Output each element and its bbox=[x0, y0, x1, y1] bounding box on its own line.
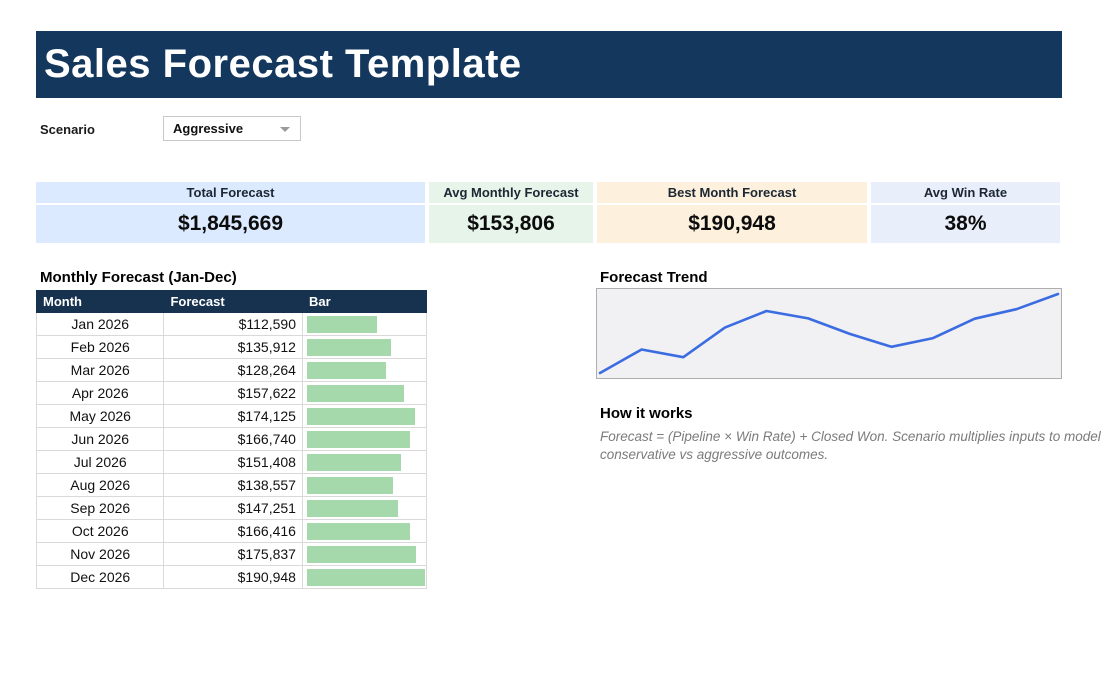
table-row: May 2026$174,125 bbox=[37, 405, 427, 428]
forecast-bar bbox=[307, 316, 377, 333]
month-cell: Apr 2026 bbox=[37, 382, 164, 405]
forecast-cell: $166,416 bbox=[164, 520, 303, 543]
how-it-works-text: Forecast = (Pipeline × Win Rate) + Close… bbox=[600, 428, 1101, 464]
kpi-card-total-forecast: Total Forecast $1,845,669 bbox=[36, 182, 425, 243]
table-row: Dec 2026$190,948 bbox=[37, 566, 427, 589]
table-row: Jun 2026$166,740 bbox=[37, 428, 427, 451]
table-row: Jul 2026$151,408 bbox=[37, 451, 427, 474]
forecast-bar bbox=[307, 339, 391, 356]
month-cell: Sep 2026 bbox=[37, 497, 164, 520]
monthly-forecast-table: Month Forecast Bar Jan 2026$112,590Feb 2… bbox=[36, 290, 427, 589]
table-row: Sep 2026$147,251 bbox=[37, 497, 427, 520]
kpi-row: Total Forecast $1,845,669 Avg Monthly Fo… bbox=[36, 182, 1062, 243]
table-row: Nov 2026$175,837 bbox=[37, 543, 427, 566]
kpi-value: 38% bbox=[871, 205, 1060, 243]
forecast-cell: $151,408 bbox=[164, 451, 303, 474]
table-row: Jan 2026$112,590 bbox=[37, 313, 427, 336]
kpi-label: Avg Monthly Forecast bbox=[429, 182, 593, 205]
forecast-bar bbox=[307, 500, 398, 517]
bar-cell bbox=[302, 313, 426, 336]
forecast-cell: $190,948 bbox=[164, 566, 303, 589]
month-cell: Feb 2026 bbox=[37, 336, 164, 359]
bar-cell bbox=[302, 382, 426, 405]
forecast-bar bbox=[307, 477, 393, 494]
forecast-cell: $157,622 bbox=[164, 382, 303, 405]
forecast-cell: $166,740 bbox=[164, 428, 303, 451]
table-row: Oct 2026$166,416 bbox=[37, 520, 427, 543]
column-header-month: Month bbox=[37, 291, 164, 313]
forecast-bar bbox=[307, 523, 410, 540]
forecast-bar bbox=[307, 546, 416, 563]
column-header-forecast: Forecast bbox=[164, 291, 303, 313]
kpi-label: Best Month Forecast bbox=[597, 182, 867, 205]
month-cell: Nov 2026 bbox=[37, 543, 164, 566]
forecast-trend-chart bbox=[596, 288, 1062, 379]
kpi-label: Avg Win Rate bbox=[871, 182, 1060, 205]
month-cell: Aug 2026 bbox=[37, 474, 164, 497]
bar-cell bbox=[302, 359, 426, 382]
kpi-value: $153,806 bbox=[429, 205, 593, 243]
scenario-selected-value: Aggressive bbox=[173, 121, 243, 136]
table-row: Aug 2026$138,557 bbox=[37, 474, 427, 497]
month-cell: Jan 2026 bbox=[37, 313, 164, 336]
kpi-value: $190,948 bbox=[597, 205, 867, 243]
table-row: Apr 2026$157,622 bbox=[37, 382, 427, 405]
chevron-down-icon bbox=[280, 127, 290, 132]
bar-cell bbox=[302, 405, 426, 428]
table-row: Feb 2026$135,912 bbox=[37, 336, 427, 359]
month-cell: Jul 2026 bbox=[37, 451, 164, 474]
month-cell: May 2026 bbox=[37, 405, 164, 428]
scenario-label: Scenario bbox=[40, 122, 95, 137]
bar-cell bbox=[302, 428, 426, 451]
month-cell: Jun 2026 bbox=[37, 428, 164, 451]
forecast-bar bbox=[307, 569, 425, 586]
forecast-cell: $147,251 bbox=[164, 497, 303, 520]
bar-cell bbox=[302, 497, 426, 520]
monthly-forecast-title: Monthly Forecast (Jan-Dec) bbox=[40, 269, 237, 286]
page-header-banner: Sales Forecast Template bbox=[36, 31, 1062, 98]
month-cell: Dec 2026 bbox=[37, 566, 164, 589]
forecast-trend-title: Forecast Trend bbox=[600, 269, 708, 286]
bar-cell bbox=[302, 336, 426, 359]
forecast-cell: $112,590 bbox=[164, 313, 303, 336]
table-row: Mar 2026$128,264 bbox=[37, 359, 427, 382]
kpi-card-best-month-forecast: Best Month Forecast $190,948 bbox=[597, 182, 867, 243]
forecast-cell: $174,125 bbox=[164, 405, 303, 428]
bar-cell bbox=[302, 474, 426, 497]
trend-line bbox=[600, 294, 1058, 373]
bar-cell bbox=[302, 451, 426, 474]
forecast-bar bbox=[307, 362, 386, 379]
month-cell: Oct 2026 bbox=[37, 520, 164, 543]
bar-cell bbox=[302, 520, 426, 543]
table-header-row: Month Forecast Bar bbox=[37, 291, 427, 313]
forecast-cell: $175,837 bbox=[164, 543, 303, 566]
scenario-dropdown[interactable]: Aggressive bbox=[163, 116, 301, 141]
kpi-card-avg-monthly-forecast: Avg Monthly Forecast $153,806 bbox=[429, 182, 593, 243]
forecast-cell: $138,557 bbox=[164, 474, 303, 497]
kpi-value: $1,845,669 bbox=[36, 205, 425, 243]
column-header-bar: Bar bbox=[302, 291, 426, 313]
forecast-bar bbox=[307, 385, 404, 402]
kpi-card-avg-win-rate: Avg Win Rate 38% bbox=[871, 182, 1060, 243]
forecast-cell: $135,912 bbox=[164, 336, 303, 359]
bar-cell bbox=[302, 543, 426, 566]
forecast-bar bbox=[307, 454, 401, 471]
forecast-cell: $128,264 bbox=[164, 359, 303, 382]
page-title: Sales Forecast Template bbox=[36, 42, 522, 87]
forecast-bar bbox=[307, 431, 410, 448]
bar-cell bbox=[302, 566, 426, 589]
forecast-bar bbox=[307, 408, 415, 425]
how-it-works-title: How it works bbox=[600, 405, 693, 422]
kpi-label: Total Forecast bbox=[36, 182, 425, 205]
page: Sales Forecast Template Scenario Aggress… bbox=[0, 0, 1101, 688]
month-cell: Mar 2026 bbox=[37, 359, 164, 382]
